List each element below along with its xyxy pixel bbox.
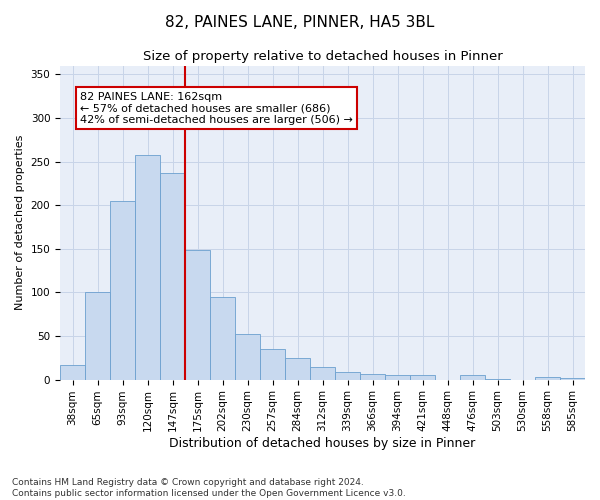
Bar <box>210 296 235 380</box>
Bar <box>235 334 260 380</box>
Bar <box>60 365 85 380</box>
Bar <box>410 375 435 380</box>
Title: Size of property relative to detached houses in Pinner: Size of property relative to detached ho… <box>143 50 502 63</box>
Bar <box>360 374 385 380</box>
Text: Contains HM Land Registry data © Crown copyright and database right 2024.
Contai: Contains HM Land Registry data © Crown c… <box>12 478 406 498</box>
Text: 82 PAINES LANE: 162sqm
← 57% of detached houses are smaller (686)
42% of semi-de: 82 PAINES LANE: 162sqm ← 57% of detached… <box>80 92 353 125</box>
Bar <box>535 377 560 380</box>
Bar <box>85 292 110 380</box>
Bar <box>135 156 160 380</box>
Bar <box>485 378 510 380</box>
Bar <box>110 201 135 380</box>
Bar <box>385 375 410 380</box>
Bar <box>260 349 285 380</box>
Text: 82, PAINES LANE, PINNER, HA5 3BL: 82, PAINES LANE, PINNER, HA5 3BL <box>166 15 434 30</box>
Bar <box>560 378 585 380</box>
Bar <box>160 173 185 380</box>
Bar <box>285 358 310 380</box>
Bar <box>310 368 335 380</box>
Bar <box>185 250 210 380</box>
X-axis label: Distribution of detached houses by size in Pinner: Distribution of detached houses by size … <box>169 437 476 450</box>
Y-axis label: Number of detached properties: Number of detached properties <box>15 135 25 310</box>
Bar <box>460 375 485 380</box>
Bar <box>335 372 360 380</box>
